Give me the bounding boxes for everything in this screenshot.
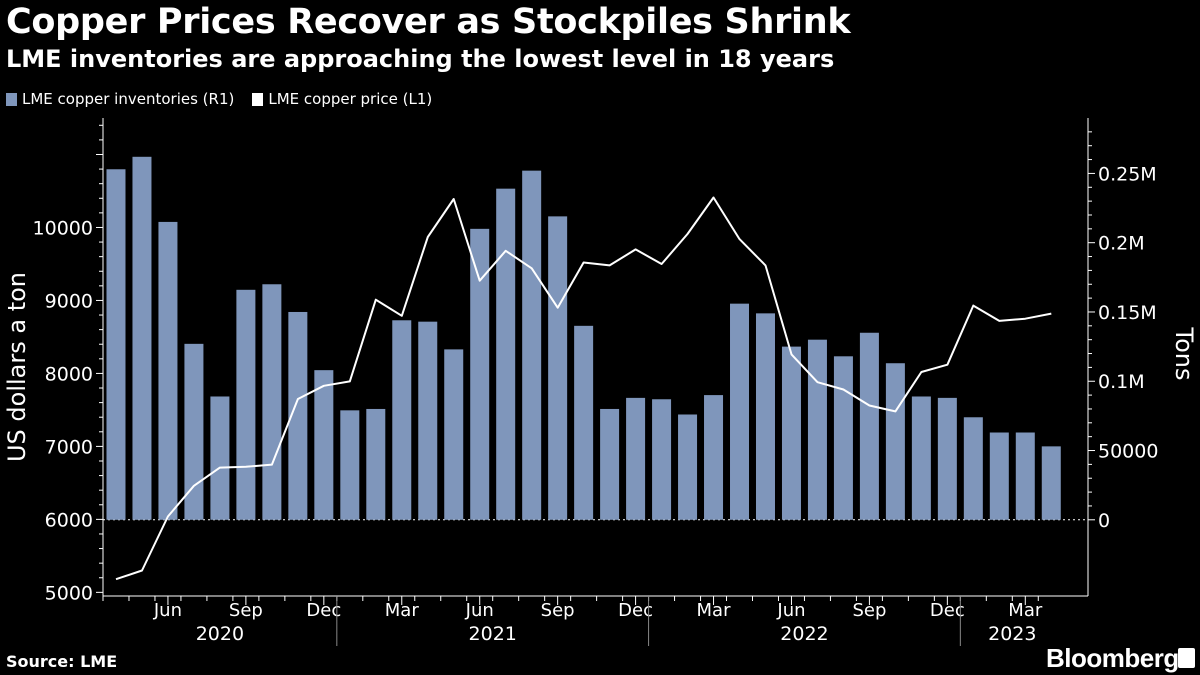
inventory-bar: [132, 156, 152, 520]
legend: LME copper inventories (R1) LME copper p…: [6, 90, 450, 108]
inventory-bar: [470, 228, 490, 520]
chart-title: Copper Prices Recover as Stockpiles Shri…: [6, 2, 851, 42]
bloomberg-terminal-icon: [1178, 648, 1195, 668]
inventory-bar: [755, 313, 775, 520]
inventory-bar: [340, 410, 360, 520]
inventory-bar: [158, 221, 178, 520]
inventory-bar: [418, 321, 438, 520]
inventory-bar: [1041, 446, 1061, 520]
x-year-label: 2022: [780, 623, 828, 645]
inventory-bar: [210, 396, 230, 520]
x-month-label: Sep: [852, 600, 886, 621]
inventory-bar: [314, 370, 334, 520]
inventory-bar: [574, 325, 594, 520]
x-month-label: Jun: [153, 600, 182, 621]
right-tick-label: 0: [1098, 510, 1110, 532]
inventory-bar: [496, 188, 516, 520]
right-tick-label: 0.15M: [1098, 302, 1157, 324]
inventory-bar: [833, 356, 853, 520]
left-tick-label: 7000: [45, 436, 93, 458]
x-year-label: 2023: [988, 623, 1036, 645]
x-month-label: Jun: [776, 600, 805, 621]
inventory-bar: [288, 311, 308, 520]
inventory-bar: [859, 332, 879, 520]
inventory-bar: [885, 363, 905, 520]
x-month-label: Sep: [229, 600, 263, 621]
inventory-bar: [911, 396, 931, 520]
inventory-bar: [730, 303, 750, 520]
x-month-label: Dec: [306, 600, 341, 621]
legend-label-price: LME copper price (L1): [268, 90, 433, 108]
inventory-bar: [704, 395, 724, 520]
legend-swatch-price: [252, 92, 264, 106]
legend-item-price: LME copper price (L1): [252, 90, 432, 108]
legend-label-inventories: LME copper inventories (R1): [22, 90, 235, 108]
right-tick-label: 50000: [1098, 441, 1158, 463]
right-axis-title: Tons: [1170, 327, 1198, 381]
right-tick-label: 0.25M: [1098, 163, 1157, 185]
right-tick-label: 0.1M: [1098, 371, 1145, 393]
inventory-bar: [937, 397, 957, 520]
inventory-bar: [1015, 432, 1035, 520]
price-line: [115, 196, 1052, 581]
inventory-bar: [652, 399, 672, 520]
bloomberg-logo: Bloomberg: [1046, 643, 1179, 673]
chart-subtitle: LME inventories are approaching the lowe…: [6, 45, 835, 73]
left-tick-label: 6000: [45, 509, 93, 531]
x-month-label: Dec: [618, 600, 653, 621]
inventory-bar: [522, 170, 542, 520]
inventory-bar: [989, 432, 1009, 520]
inventory-bar: [106, 169, 126, 520]
legend-item-inventories: LME copper inventories (R1): [6, 90, 234, 108]
x-month-label: Mar: [1008, 600, 1043, 621]
inventory-bar: [963, 417, 983, 520]
x-month-label: Mar: [697, 600, 732, 621]
x-month-label: Mar: [385, 600, 420, 621]
inventory-bar: [807, 339, 827, 520]
left-tick-label: 5000: [45, 582, 93, 604]
inventory-bar: [781, 346, 801, 520]
x-year-label: 2020: [196, 623, 244, 645]
inventory-bar: [548, 216, 568, 520]
legend-swatch-inventories: [6, 92, 17, 106]
inventory-bar: [366, 408, 386, 520]
inventory-bar: [262, 284, 282, 520]
x-month-label: Jun: [465, 600, 494, 621]
inventory-bar: [626, 397, 646, 520]
x-year-label: 2021: [469, 623, 517, 645]
right-tick-label: 0.2M: [1098, 233, 1145, 255]
inventory-bar: [678, 414, 698, 520]
source-note: Source: LME: [6, 652, 118, 671]
x-month-label: Sep: [541, 600, 575, 621]
left-tick-label: 10000: [33, 217, 93, 239]
inventory-bar: [600, 408, 620, 520]
inventory-bar: [236, 289, 256, 520]
inventory-bar: [392, 320, 412, 520]
inventory-bar: [444, 349, 464, 520]
left-axis-title: US dollars a ton: [3, 272, 31, 462]
inventory-bar: [184, 343, 204, 520]
left-tick-label: 8000: [45, 363, 93, 385]
x-month-label: Dec: [930, 600, 965, 621]
left-tick-label: 9000: [45, 290, 93, 312]
